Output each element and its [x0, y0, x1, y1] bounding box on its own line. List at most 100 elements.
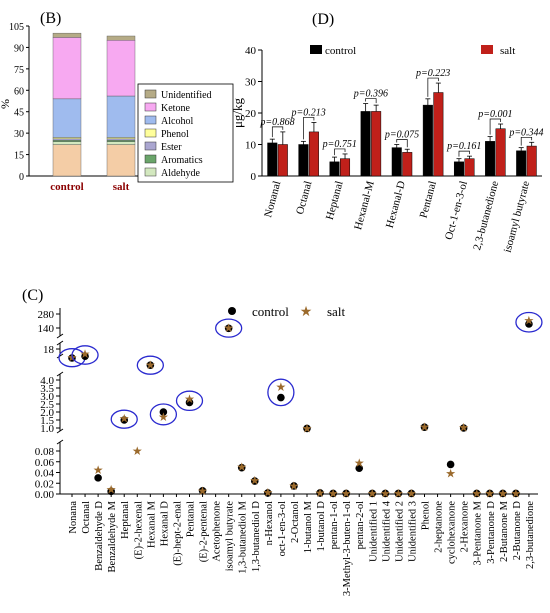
y-tick-label: 20: [245, 108, 257, 120]
point-salt-pentan-2-ol: ★: [354, 456, 365, 470]
point-salt-benzaldehyde-d: ★: [93, 463, 104, 477]
y-tick-label: 45: [14, 108, 24, 119]
legend-label-control: control: [252, 304, 289, 319]
significance-bracket: [271, 126, 284, 138]
y-tick-label: 4.0: [40, 375, 54, 387]
point-salt-phenol: ★: [419, 420, 430, 434]
point-control-unidentified-1: [368, 489, 377, 498]
legend-swatch-control: [310, 45, 322, 54]
point-salt-e-2-hexenal: ★: [132, 444, 143, 458]
point-control-2-hexanone: [459, 424, 468, 432]
x-tick-label: control: [50, 181, 83, 193]
legend-label-control: control: [325, 45, 356, 57]
x-tick-label: cyclohexanone: [447, 501, 458, 564]
bar-salt-octanal: [308, 131, 319, 177]
x-tick-label: Benzaldehyde M: [107, 500, 118, 572]
x-tick-label: 1-butanol M: [303, 500, 314, 553]
legend-swatch-ketone: [144, 102, 157, 112]
point-salt-hexanal-m: ★: [145, 358, 156, 372]
p-value-label: p=0.344: [508, 127, 543, 138]
x-tick-label: Heptanal: [120, 501, 131, 539]
x-tick-label: Unidentified 3: [407, 501, 418, 562]
point-salt-octanal: ★: [80, 347, 91, 361]
y-tick-label: 0.02: [35, 478, 54, 490]
point-salt-pentanal: ★: [184, 392, 195, 406]
bar-control-hexanal-m: [360, 111, 371, 177]
x-tick-label: 3-Methyl-3-buten-1-ol: [342, 501, 353, 596]
y-tick-label: 2.0: [40, 407, 54, 419]
x-tick-label: Heptanal: [324, 180, 346, 221]
bar-segment-control-unidentified: [52, 37, 82, 100]
bar-segment-control-top: [52, 32, 82, 38]
highlight-ellipse: [136, 355, 164, 375]
x-tick-label: 1,3-butanediol M: [238, 500, 249, 574]
y-tick-label: 2.5: [40, 399, 54, 411]
significance-bracket: [334, 148, 346, 156]
y-tick-label: 0.08: [35, 446, 55, 458]
point-control-phenol: [420, 423, 429, 432]
y-tick-label: 280: [38, 309, 55, 321]
point-salt-3-pentanone-d: ★: [484, 486, 495, 500]
point-control-benzaldehyde-m: [107, 487, 115, 496]
x-tick-label: 1-butanol D: [316, 501, 327, 552]
panel-b: (B)% 0 15 30 45 60 75 90 105 control salt Unidentif…: [0, 10, 234, 193]
x-tick-label: Oct-1-en-3-ol: [443, 180, 470, 242]
y-tick-label: 105: [9, 22, 24, 33]
highlight-ellipse: [71, 345, 99, 365]
significance-bracket: [489, 118, 501, 135]
x-tick-label: Unidentified 2: [394, 501, 405, 562]
bar-segment-control-aromatics: [52, 141, 82, 145]
point-salt-benzaldehyde-m: ★: [106, 483, 117, 497]
point-control-oct-1-en-3-ol: [277, 393, 285, 402]
point-control-1-3-butanediol-d: [250, 477, 259, 485]
legend-swatch-alcohol: [144, 115, 157, 125]
point-control-n-hexanol: [264, 489, 272, 497]
x-tick-label: Hexanal M: [146, 500, 157, 548]
panel-label: (D): [312, 11, 334, 28]
point-salt-2-butanone-m: ★: [497, 486, 508, 500]
bar-segment-control-alcohol: [52, 137, 82, 140]
highlight-ellipse: [110, 409, 138, 429]
axis-break-mark: [56, 371, 64, 377]
bar-segment-control-ketone: [52, 98, 82, 138]
point-control-cyclohexanone: [446, 460, 455, 469]
point-control-unidentified-4: [381, 489, 390, 498]
significance-bracket: [303, 117, 315, 140]
x-tick-label: Unidentified 4: [381, 500, 392, 562]
x-tick-label: isoamyl butyrate: [225, 501, 236, 572]
axis-break-mark: [56, 340, 64, 346]
bar-segment-control-phenol: [52, 138, 82, 141]
point-control-isoamyl-butyrate: [224, 324, 233, 333]
point-control-2-butanone-m: [499, 489, 507, 498]
point-control-pentan-1-ol: [329, 489, 337, 498]
point-salt-3-pentanone-m: ★: [471, 486, 482, 500]
legend-label-salt: salt: [500, 45, 515, 57]
x-tick-label: Phenol: [421, 501, 432, 530]
bar-salt-pentanal: [433, 92, 444, 177]
significance-bracket: [427, 77, 439, 97]
point-control-2-butanone-d: [512, 489, 520, 498]
point-salt-3-methyl-3-buten-1-ol: ★: [341, 486, 352, 500]
point-control-octanal: [81, 352, 89, 361]
axis-break-mark: [56, 428, 64, 434]
x-tick-label: (E)-hept-2-enal: [172, 501, 183, 566]
point-control-3-methyl-3-buten-1-ol: [342, 489, 350, 498]
significance-bracket: [396, 139, 408, 148]
bar-segment-salt-aldehyde: [106, 144, 136, 177]
bar-segment-salt-ketone: [106, 95, 136, 138]
y-tick-label: 0.00: [35, 489, 55, 501]
x-tick-label: Hexanal-M: [352, 179, 377, 231]
x-tick-label: Benzaldehyde D: [94, 501, 105, 571]
bar-control-oct-1-en-3-ol: [453, 161, 464, 177]
axis-break-mark: [56, 439, 64, 445]
legend-swatch-aromatics: [144, 154, 157, 164]
legend-label-phenol: Phenol: [161, 129, 189, 140]
bar-segment-salt-aromatics: [106, 141, 136, 145]
y-axis-label: μg/kg: [230, 97, 245, 128]
legend-box: [137, 83, 234, 183]
x-tick-label: 2-Hexanone: [460, 501, 471, 553]
legend-label-aldehyde: Aldehyde: [161, 168, 200, 179]
point-salt-2-butanone-d: ★: [511, 486, 522, 500]
y-axis-label: %: [0, 99, 12, 109]
x-tick-label: (E)-2-pentenal: [199, 501, 210, 562]
